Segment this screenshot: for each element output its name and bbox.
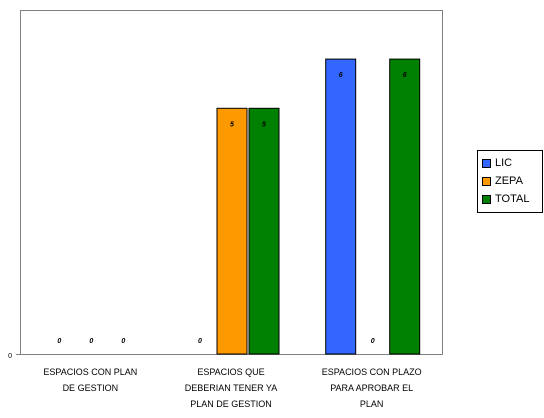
data-label-total-1: 5 — [262, 121, 266, 128]
data-label-zepa-1: 5 — [230, 121, 234, 128]
x-tick-label-1: ESPACIOS QUE DEBERIAN TENER YA PLAN DE GES… — [156, 364, 306, 412]
data-label-lic-1: 0 — [198, 338, 202, 345]
legend-swatch — [482, 158, 491, 168]
y-tick-label: 0 — [8, 353, 12, 360]
bar-total-1 — [248, 107, 280, 355]
data-label-zepa-2: 0 — [371, 338, 375, 345]
legend-swatch — [482, 194, 491, 204]
x-tick-label-2: ESPACIOS CON PLAZO PARA APROBAR EL PLAN — [297, 364, 447, 412]
x-tick-label-line: ESPACIOS QUE — [197, 367, 265, 377]
data-label-lic-0: 0 — [57, 338, 61, 345]
x-tick-label-line: PLAN — [359, 399, 384, 409]
legend-label: TOTAL — [495, 193, 530, 205]
x-tick-label-line: DEBERIAN TENER YA — [184, 383, 278, 393]
bar-zepa-1 — [216, 107, 248, 355]
x-tick-label-line: PLAN DE GESTION — [190, 399, 272, 409]
data-label-total-0: 0 — [121, 338, 125, 345]
x-tick-label-line: ESPACIOS CON PLAN — [43, 367, 138, 377]
x-tick-label-line: PARA APROBAR EL — [330, 383, 414, 393]
value-labels-group: 0 0 0 0 5 5 6 0 6 — [57, 72, 406, 345]
x-tick-label-0: ESPACIOS CON PLAN DE GESTION — [15, 364, 165, 396]
legend-label: ZEPA — [495, 175, 523, 187]
bars-group — [216, 58, 421, 355]
legend-item-total: TOTAL — [482, 190, 542, 208]
data-label-zepa-0: 0 — [89, 338, 93, 345]
data-label-lic-2: 6 — [339, 72, 343, 79]
legend-item-zepa: ZEPA — [482, 172, 542, 190]
legend-swatch — [482, 176, 491, 186]
legend-label: LIC — [495, 157, 513, 169]
data-label-total-2: 6 — [403, 72, 407, 79]
x-tick-label-line: ESPACIOS CON PLAZO — [321, 367, 422, 377]
legend-item-lic: LIC — [482, 154, 542, 172]
legend: LIC ZEPA TOTAL — [477, 150, 543, 213]
bar-total-2 — [389, 58, 421, 355]
x-tick-label-line: DE GESTION — [62, 383, 119, 393]
bar-lic-2 — [325, 58, 357, 355]
